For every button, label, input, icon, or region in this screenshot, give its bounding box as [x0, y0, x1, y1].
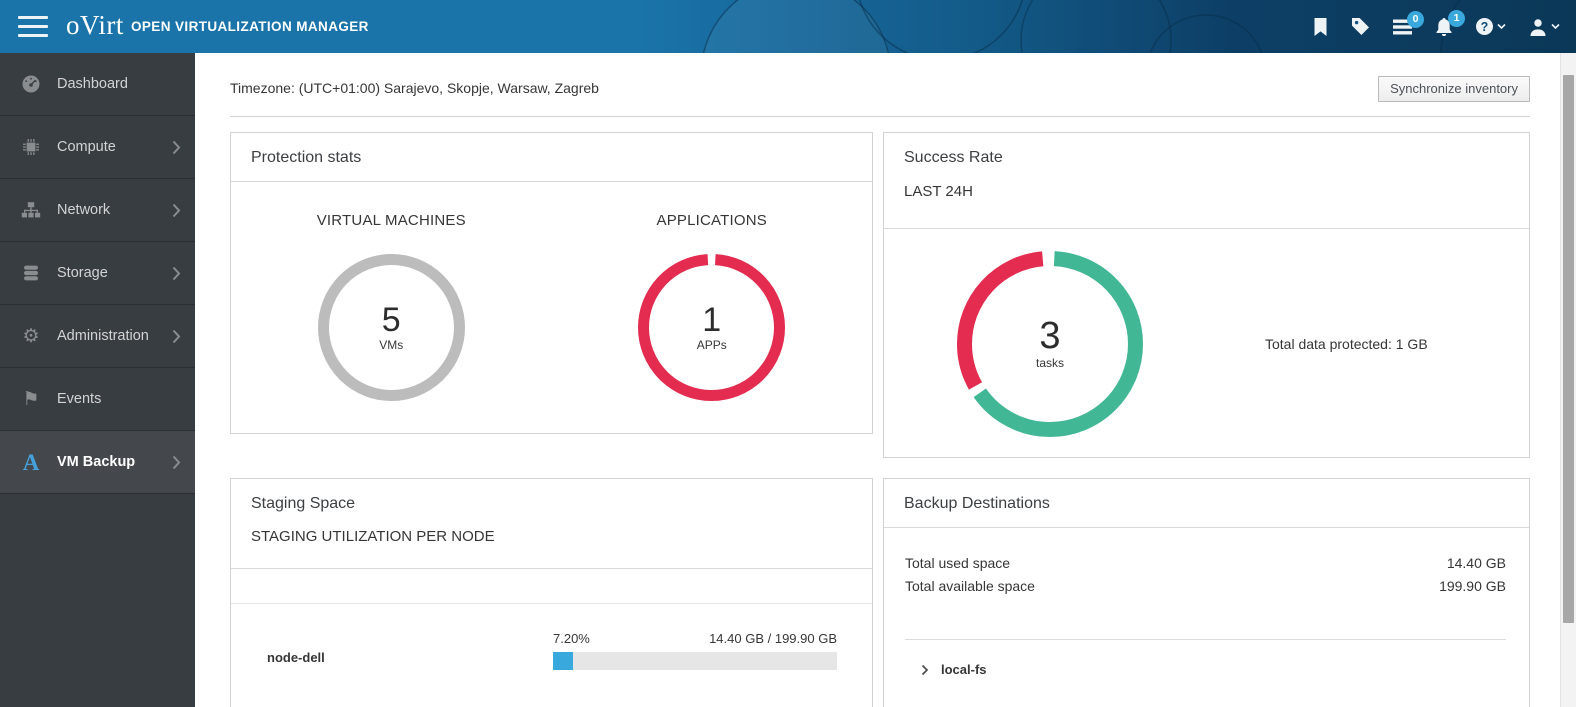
tag-icon	[1352, 18, 1369, 35]
sidebar-item-label: Events	[57, 391, 102, 407]
timezone-label: Timezone: (UTC+01:00) Sarajevo, Skopje, …	[230, 80, 599, 96]
vertical-scrollbar[interactable]	[1560, 53, 1576, 707]
help-icon: ?	[1476, 18, 1493, 35]
tasks-button[interactable]: 0	[1393, 10, 1424, 35]
node-utilization-row: node-dell 7.20% 14.40 GB / 199.90 GB	[231, 604, 872, 670]
ovirt-logo: oVirt	[66, 10, 124, 40]
chevron-right-icon	[172, 266, 181, 281]
tasks-donut-chart: 3 tasks	[957, 250, 1143, 437]
card-subtitle: STAGING UTILIZATION PER NODE	[251, 528, 495, 545]
chevron-down-icon	[1551, 23, 1560, 30]
sidebar-item-vm-backup[interactable]: A VM Backup	[0, 431, 195, 494]
chevron-right-icon	[172, 140, 181, 155]
gear-icon: ⚙	[22, 325, 40, 347]
sidebar-item-label: Administration	[57, 328, 149, 344]
total-used-space-row: Total used space 14.40 GB	[905, 552, 1506, 575]
total-available-space-row: Total available space 199.90 GB	[905, 575, 1506, 598]
apps-unit: APPs	[696, 338, 727, 353]
flag-icon: ⚑	[22, 388, 40, 410]
synchronize-inventory-button[interactable]: Synchronize inventory	[1378, 76, 1530, 102]
bookmark-icon	[1314, 17, 1327, 36]
row-value: 199.90 GB	[1439, 578, 1506, 594]
vm-backup-brand-icon: A	[22, 449, 40, 475]
backup-destinations-card: Backup Destinations Total used space 14.…	[883, 478, 1530, 707]
success-rate-card: Success Rate LAST 24H 3 tasks Total data…	[883, 132, 1530, 458]
section-divider	[231, 569, 872, 604]
sidebar-item-network[interactable]: Network	[0, 179, 195, 242]
destination-name: local-fs	[941, 662, 987, 677]
chevron-right-icon	[172, 455, 181, 470]
staging-space-card: Staging Space STAGING UTILIZATION PER NO…	[230, 478, 873, 707]
storage-disks-icon	[18, 263, 44, 283]
sidebar-item-administration[interactable]: ⚙ Administration	[0, 305, 195, 368]
vertical-nav: Dashboard Compute	[0, 53, 195, 707]
alerts-count-badge: 1	[1448, 9, 1465, 27]
apps-donut-chart: 1 APPs	[638, 254, 786, 401]
chevron-right-icon	[172, 329, 181, 344]
expand-chevron-icon	[921, 664, 929, 675]
bell-icon	[1436, 17, 1452, 36]
card-header: Protection stats	[231, 133, 872, 182]
vms-heading: VIRTUAL MACHINES	[316, 212, 466, 229]
protection-stats-card: Protection stats VIRTUAL MACHINES 5 VMs …	[230, 132, 873, 434]
vms-count: 5	[381, 300, 401, 339]
scrollbar-thumb[interactable]	[1563, 75, 1574, 623]
utilization-progress-bar	[553, 652, 837, 670]
sidebar-item-label: VM Backup	[57, 454, 136, 470]
row-label: Total used space	[905, 555, 1011, 571]
tags-button[interactable]	[1351, 17, 1370, 36]
main-content: Timezone: (UTC+01:00) Sarajevo, Skopje, …	[195, 53, 1576, 707]
utilization-progress-fill	[553, 652, 574, 670]
tasks-list-icon	[1393, 19, 1412, 34]
menu-toggle-icon[interactable]	[18, 16, 48, 37]
section-divider	[905, 639, 1506, 640]
card-title: Protection stats	[251, 149, 362, 166]
alerts-button[interactable]: 1	[1435, 9, 1465, 36]
compute-chip-icon	[18, 137, 44, 157]
vms-unit: VMs	[379, 338, 404, 353]
dashboard-gauge-icon	[18, 74, 44, 94]
vms-donut-chart: 5 VMs	[317, 254, 465, 401]
sidebar-item-label: Compute	[57, 139, 116, 155]
sidebar-filler	[0, 494, 195, 707]
card-header: Staging Space STAGING UTILIZATION PER NO…	[231, 479, 872, 569]
sidebar-item-dashboard[interactable]: Dashboard	[0, 53, 195, 116]
tasks-unit: tasks	[1035, 356, 1064, 371]
bookmarks-button[interactable]	[1313, 17, 1328, 36]
tasks-count-badge: 0	[1407, 10, 1424, 28]
node-usage-label: 14.40 GB / 199.90 GB	[709, 631, 837, 646]
card-title: Staging Space	[251, 495, 356, 512]
node-percent-label: 7.20%	[553, 631, 590, 646]
content-header: Timezone: (UTC+01:00) Sarajevo, Skopje, …	[230, 53, 1530, 117]
topbar-actions: 0 1 ?	[1313, 0, 1560, 53]
card-title: Backup Destinations	[904, 495, 1050, 512]
apps-count: 1	[702, 300, 722, 339]
user-menu-button[interactable]	[1529, 18, 1560, 36]
chevron-down-icon	[1497, 23, 1506, 30]
sidebar-item-label: Network	[57, 202, 111, 218]
row-label: Total available space	[905, 578, 1035, 594]
sidebar-item-events[interactable]: ⚑ Events	[0, 368, 195, 431]
sidebar-item-label: Dashboard	[57, 76, 128, 92]
network-sitemap-icon	[18, 200, 44, 220]
card-subtitle: LAST 24H	[904, 183, 973, 200]
row-value: 14.40 GB	[1446, 555, 1506, 571]
tasks-count: 3	[1039, 314, 1061, 357]
card-header: Success Rate LAST 24H	[884, 133, 1529, 229]
destination-tree-item-local-fs[interactable]: local-fs	[884, 640, 1529, 677]
sidebar-item-label: Storage	[57, 265, 108, 281]
total-data-protected-label: Total data protected: 1 GB	[1265, 335, 1428, 352]
apps-heading: APPLICATIONS	[656, 212, 767, 229]
product-title: OPEN VIRTUALIZATION MANAGER	[131, 19, 369, 34]
user-icon	[1530, 18, 1546, 36]
node-name: node-dell	[267, 650, 325, 665]
sidebar-item-storage[interactable]: Storage	[0, 242, 195, 305]
chevron-right-icon	[172, 203, 181, 218]
sidebar-item-compute[interactable]: Compute	[0, 116, 195, 179]
help-menu-button[interactable]: ?	[1476, 18, 1506, 35]
top-navbar: oVirt OPEN VIRTUALIZATION MANAGER	[0, 0, 1576, 53]
card-title: Success Rate	[904, 149, 1003, 166]
card-header: Backup Destinations	[884, 479, 1529, 528]
